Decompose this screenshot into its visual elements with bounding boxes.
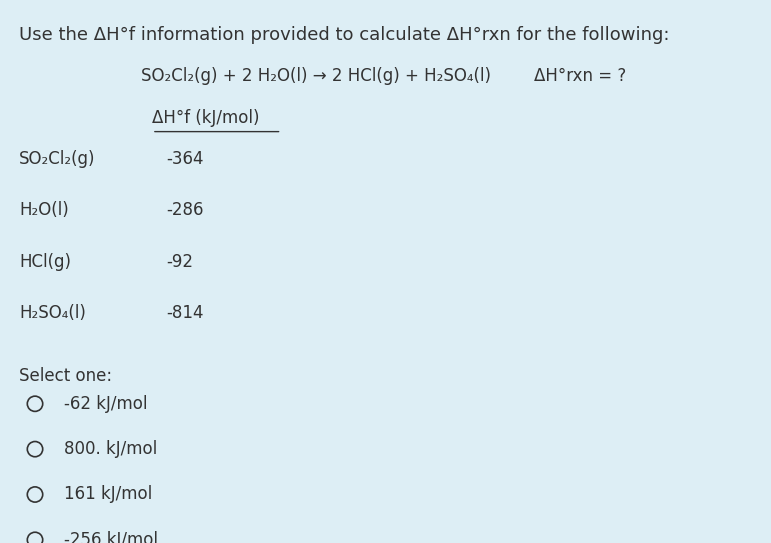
Text: SO₂Cl₂(g) + 2 H₂O(l) → 2 HCl(g) + H₂SO₄(l): SO₂Cl₂(g) + 2 H₂O(l) → 2 HCl(g) + H₂SO₄(…	[141, 67, 491, 85]
Text: ΔH°rxn = ?: ΔH°rxn = ?	[534, 67, 626, 85]
Text: -814: -814	[166, 304, 204, 322]
Text: -256 kJ/mol: -256 kJ/mol	[65, 531, 158, 543]
Text: SO₂Cl₂(g): SO₂Cl₂(g)	[19, 150, 96, 168]
Text: -286: -286	[166, 201, 204, 219]
Text: ΔH°f (kJ/mol): ΔH°f (kJ/mol)	[152, 109, 260, 127]
Text: 800. kJ/mol: 800. kJ/mol	[65, 440, 157, 458]
Text: H₂SO₄(l): H₂SO₄(l)	[19, 304, 86, 322]
Text: HCl(g): HCl(g)	[19, 252, 71, 270]
Text: Select one:: Select one:	[19, 367, 112, 385]
Text: -62 kJ/mol: -62 kJ/mol	[65, 395, 148, 413]
Text: H₂O(l): H₂O(l)	[19, 201, 69, 219]
Text: -364: -364	[166, 150, 204, 168]
Text: -92: -92	[166, 252, 193, 270]
Text: 161 kJ/mol: 161 kJ/mol	[65, 485, 153, 503]
Text: Use the ΔH°f information provided to calculate ΔH°rxn for the following:: Use the ΔH°f information provided to cal…	[19, 26, 669, 44]
